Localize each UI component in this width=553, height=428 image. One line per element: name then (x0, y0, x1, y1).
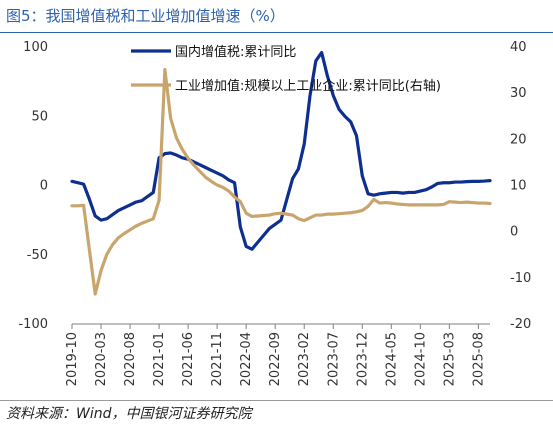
x-tick-label: 2025-03 (442, 332, 457, 386)
y-left-tick-label: -50 (27, 248, 48, 263)
y-left-tick-label: 50 (31, 109, 48, 124)
y-right-tick-label: 20 (510, 132, 527, 147)
y-right-tick-label: -10 (510, 271, 531, 286)
x-tick-label: 2020-08 (123, 332, 138, 386)
y-right-tick-label: -20 (510, 317, 531, 332)
y-left-tick-label: 0 (40, 179, 48, 194)
y-left-tick-label: 100 (23, 40, 48, 55)
y-right-tick-label: 40 (510, 40, 527, 55)
legend-label-vat: 国内增值税:累计同比 (175, 44, 296, 60)
x-tick-label: 2023-07 (326, 332, 341, 386)
x-tick-label: 2023-12 (355, 332, 370, 386)
series-line-vat (70, 50, 492, 251)
x-tick-label: 2021-01 (152, 332, 167, 386)
x-tick-label: 2024-05 (384, 332, 399, 386)
x-tick-label: 2024-10 (413, 332, 428, 386)
x-tick-label: 2021-11 (210, 332, 225, 386)
x-tick-label: 2025-08 (471, 332, 486, 386)
x-tick-label: 2021-06 (181, 332, 196, 386)
y-right-tick-label: 10 (510, 179, 527, 194)
figure-source: 资料来源：Wind，中国银河证券研究院 (6, 406, 252, 422)
series-line-industrial-output (70, 68, 492, 296)
title-divider (0, 32, 553, 33)
x-tick-label: 2020-03 (94, 332, 109, 386)
y-right-tick-label: 30 (510, 86, 527, 101)
y-left-tick-label: -100 (18, 317, 48, 332)
chart-lines (70, 50, 492, 296)
source-divider (0, 400, 553, 401)
legend-label-industrial-output: 工业增加值:规模以上工业企业:累计同比(右轴) (175, 78, 441, 94)
x-tick-label: 2022-04 (239, 332, 254, 386)
figure-title: 图5：我国增值税和工业增加值增速（%） (6, 7, 285, 25)
x-tick-label: 2019-10 (65, 332, 80, 386)
x-tick-label: 2022-09 (268, 332, 283, 386)
y-right-tick-label: 0 (510, 225, 518, 240)
x-tick-label: 2023-02 (297, 332, 312, 386)
